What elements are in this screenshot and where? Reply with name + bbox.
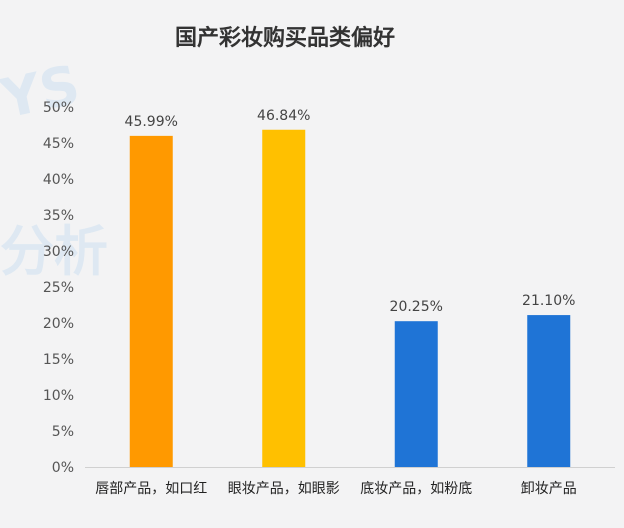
category-label: 卸妆产品	[521, 481, 577, 497]
watermark-text-b: 分析	[0, 220, 108, 283]
bar	[394, 321, 438, 467]
y-tick-label: 45%	[43, 136, 74, 152]
watermark-text-a: YS	[0, 53, 85, 131]
y-tick-label: 5%	[52, 424, 74, 440]
axes-group: 0% 5% 10% 15% 20% 25% 30% 35% 40% 45% 50% 唇部产品，如口红 眼…	[43, 100, 615, 497]
category-label: 唇部产品，如口红	[95, 481, 207, 497]
y-tick-label: 15%	[43, 352, 74, 368]
category-label: 眼妆产品，如眼影	[228, 481, 340, 497]
data-label: 21.10%	[522, 293, 575, 309]
category-label: 底妆产品，如粉底	[360, 481, 472, 497]
y-tick-label: 40%	[43, 172, 74, 188]
y-tick-label: 0%	[52, 460, 74, 476]
bar	[527, 315, 571, 467]
y-tick-label: 30%	[43, 244, 74, 260]
y-tick-label: 35%	[43, 208, 74, 224]
y-tick-label: 50%	[43, 100, 74, 116]
data-label: 46.84%	[257, 108, 310, 124]
bar	[129, 135, 173, 467]
y-tick-label: 20%	[43, 316, 74, 332]
chart-title: 国产彩妆购买品类偏好	[175, 25, 395, 51]
y-tick-label: 10%	[43, 388, 74, 404]
bar	[262, 129, 306, 467]
y-tick-label: 25%	[43, 280, 74, 296]
bars-group: 45.99% 46.84% 20.25% 21.10%	[125, 108, 575, 467]
data-label: 20.25%	[390, 299, 443, 315]
data-label: 45.99%	[125, 114, 178, 130]
